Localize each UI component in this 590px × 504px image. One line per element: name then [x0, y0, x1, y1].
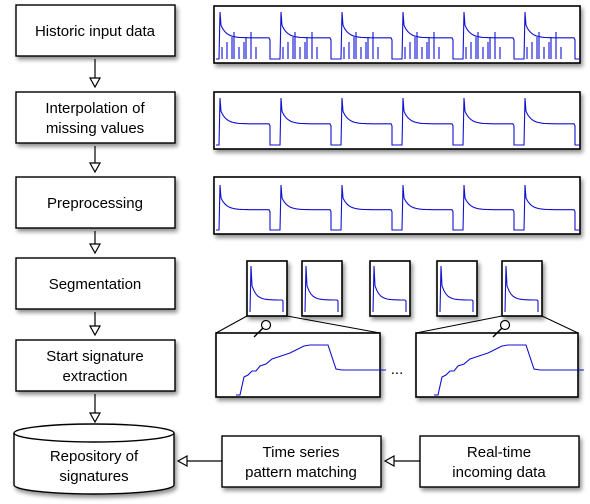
segment-curve [304, 265, 339, 313]
step-interpolation-label-1: Interpolation of [45, 100, 145, 117]
plot-historic [213, 5, 581, 64]
signature-panel-1 [215, 319, 386, 398]
arrows [88, 59, 420, 468]
step-interpolation-label-2: missing values [46, 120, 144, 137]
arrow-realtime-to-matching [383, 454, 420, 468]
segment-plots [246, 260, 543, 317]
segment-curve [439, 265, 474, 313]
ellipsis: ... [391, 361, 404, 378]
arrow-matching-to-repository [176, 454, 222, 468]
segment-tile [246, 260, 288, 317]
step-historic-label: Historic input data [35, 23, 156, 40]
matching-label-1: Time series [263, 444, 340, 461]
arrow-interpolation-to-preprocessing [88, 146, 102, 174]
arrow-signature-to-repository [88, 394, 102, 424]
segment-curve [249, 265, 284, 313]
step-pattern-matching: Time series pattern matching [221, 435, 382, 488]
repository-cylinder [13, 423, 175, 495]
plot-interpolated [213, 91, 581, 150]
signal-preprocessed [216, 184, 580, 231]
signature-panel-2 [415, 319, 584, 398]
step-signature-extraction: Start signature extraction [15, 339, 176, 392]
step-signature-label-1: Start signature [46, 348, 144, 365]
plot-preprocessed [213, 176, 581, 235]
segment-tile [436, 260, 478, 317]
step-realtime-data: Real-time incoming data [419, 435, 580, 488]
step-signature-label-2: extraction [62, 368, 127, 385]
signature-curve-1 [236, 344, 386, 396]
matching-label-2: pattern matching [245, 464, 357, 481]
repository-label-2: signatures [59, 468, 128, 485]
arrow-historic-to-interpolation [88, 59, 102, 89]
realtime-label-1: Real-time [467, 444, 531, 461]
step-interpolation: Interpolation of missing values [15, 91, 176, 144]
segment-tile [501, 260, 543, 317]
magnifier-icon [253, 319, 272, 338]
zoom-connectors [215, 315, 579, 334]
repository-label-1: Repository of [50, 448, 139, 465]
step-historic-input: Historic input data [15, 4, 176, 57]
step-preprocessing-label: Preprocessing [47, 195, 143, 212]
step-segmentation: Segmentation [15, 257, 176, 310]
signature-curve-2 [434, 344, 584, 396]
step-preprocessing: Preprocessing [15, 176, 176, 229]
signal-historic [216, 11, 580, 60]
step-segmentation-label: Segmentation [49, 276, 142, 293]
segment-curve [372, 265, 407, 313]
realtime-label-2: incoming data [452, 464, 546, 481]
signal-interpolated [216, 97, 580, 146]
segment-tile [301, 260, 343, 317]
magnifier-icon [492, 319, 511, 338]
segment-tile [369, 260, 411, 317]
segment-curve [504, 265, 539, 313]
arrow-preprocessing-to-segmentation [88, 231, 102, 255]
arrow-segmentation-to-signature [88, 312, 102, 337]
